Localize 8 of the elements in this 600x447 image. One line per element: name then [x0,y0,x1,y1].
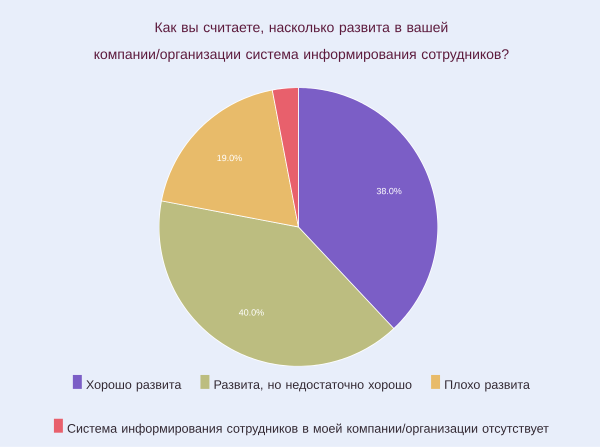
data-label: 40.0% [238,309,264,316]
data-label: 19.0% [217,154,242,162]
legend-label: Плохо развита [445,380,530,392]
legend-label: Развита, но недостаточно хорошо [214,380,412,392]
legend-label: Хорошо развита [86,380,182,392]
data-label: 38.0% [376,188,402,194]
legend-label: Система информирования сотрудников в моей компании/организации отсутствует [68,423,549,436]
chart-title: Как вы считаете, насколько развита в вашей компании/организации система информирования сотрудников? [94,22,509,62]
